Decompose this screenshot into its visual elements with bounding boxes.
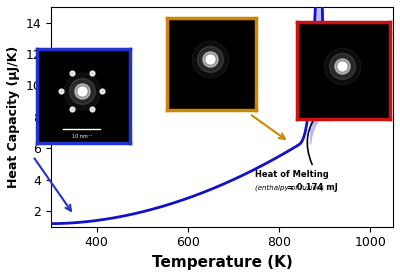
Y-axis label: Heat Capacity (μJ/K): Heat Capacity (μJ/K) <box>7 46 20 188</box>
Text: = 0.174 mJ: = 0.174 mJ <box>284 183 337 192</box>
Text: Heat of Melting: Heat of Melting <box>255 170 329 179</box>
Text: (enthalpy of fusion): (enthalpy of fusion) <box>255 185 324 191</box>
X-axis label: Temperature (K): Temperature (K) <box>152 255 292 270</box>
